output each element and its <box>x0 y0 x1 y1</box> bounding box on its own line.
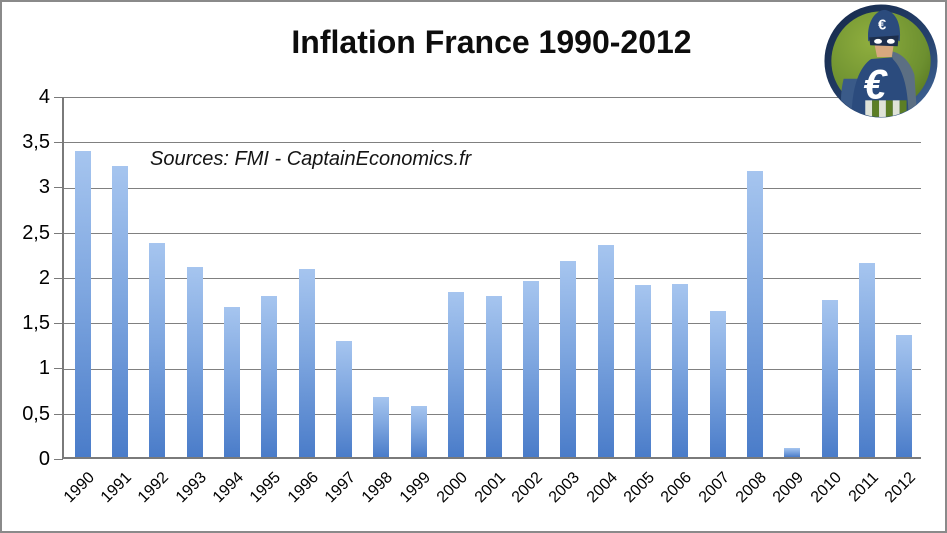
bar <box>299 269 315 457</box>
forehead-euro-icon: € <box>878 18 886 34</box>
y-tick-label: 1,5 <box>22 312 50 334</box>
y-tick-label: 3,5 <box>22 131 50 153</box>
y-tick-label: 4 <box>38 86 50 108</box>
captain-figure: € € <box>841 9 918 118</box>
bar <box>261 296 277 457</box>
captain-economics-logo-icon: € € <box>824 4 938 118</box>
sources-note: Sources: FMI - CaptainEconomics.fr <box>150 148 472 170</box>
bar <box>635 285 651 457</box>
y-tick <box>54 278 63 279</box>
bar <box>373 397 389 457</box>
bar <box>75 151 91 457</box>
bar <box>149 243 165 457</box>
y-tick <box>54 97 63 98</box>
gridline <box>64 188 921 189</box>
y-tick <box>54 368 63 369</box>
bar <box>336 341 352 457</box>
bar <box>896 335 912 457</box>
chart-title: Inflation France 1990-2012 <box>291 24 692 60</box>
bar <box>112 166 128 457</box>
y-tick <box>54 414 63 415</box>
bar <box>672 284 688 457</box>
bar <box>710 311 726 457</box>
gridline <box>64 233 921 234</box>
chest-euro-icon: € <box>863 61 888 107</box>
bar <box>747 171 763 457</box>
y-tick <box>54 187 63 188</box>
gridline <box>64 142 921 143</box>
bar <box>784 448 800 457</box>
y-tick-label: 2,5 <box>22 222 50 244</box>
y-tick <box>54 459 63 460</box>
bar <box>224 307 240 457</box>
bar <box>523 281 539 457</box>
bar <box>448 292 464 457</box>
y-tick-label: 3 <box>38 176 50 198</box>
bar <box>486 296 502 457</box>
bar <box>598 245 614 457</box>
bar <box>859 263 875 457</box>
plot-area <box>62 97 921 459</box>
bar <box>822 300 838 457</box>
y-tick-label: 0,5 <box>22 403 50 425</box>
y-tick <box>54 233 63 234</box>
bar <box>411 406 427 457</box>
y-tick-label: 2 <box>38 267 50 289</box>
y-tick-label: 1 <box>38 357 50 379</box>
gridline <box>64 278 921 279</box>
gridline <box>64 97 921 98</box>
y-tick <box>54 142 63 143</box>
bar <box>187 267 203 457</box>
bar <box>560 261 576 457</box>
y-tick <box>54 323 63 324</box>
y-tick-label: 0 <box>38 448 50 470</box>
